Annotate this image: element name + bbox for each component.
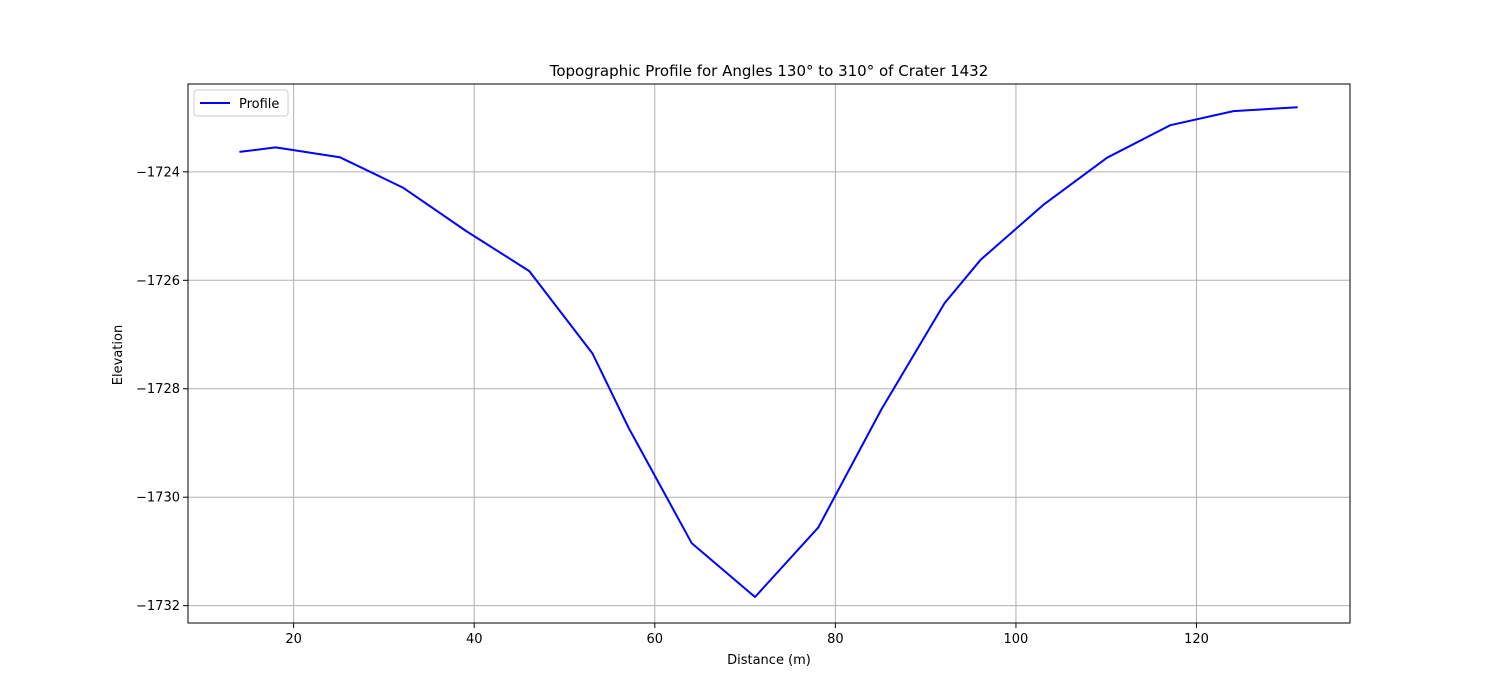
y-tick-label: −1724	[136, 165, 180, 180]
grid	[188, 84, 1350, 623]
series-line-profile	[239, 106, 1298, 598]
x-axis: 20 40 60 80 100 120	[285, 623, 1209, 647]
x-tick-label: 100	[1004, 632, 1029, 647]
y-tick-label: −1726	[136, 274, 180, 289]
plot-frame	[187, 83, 1351, 624]
x-axis-label: Distance (m)	[727, 653, 811, 668]
x-tick-label: 40	[466, 632, 483, 647]
x-tick-label: 80	[827, 632, 844, 647]
legend-label-profile: Profile	[239, 97, 279, 112]
plot-area	[188, 84, 1350, 623]
y-tick-label: −1728	[136, 382, 180, 397]
x-tick-label: 60	[647, 632, 664, 647]
series-layer	[239, 106, 1298, 598]
y-tick-label: −1732	[136, 599, 180, 614]
legend-frame	[193, 89, 289, 117]
chart-title: Topographic Profile for Angles 130° to 3…	[549, 62, 989, 80]
y-tick-label: −1730	[136, 491, 180, 506]
x-tick-label: 20	[285, 632, 302, 647]
y-axis: −1732 −1730 −1728 −1726 −1724	[136, 165, 188, 614]
legend: Profile	[193, 89, 289, 117]
y-axis-label: Elevation	[111, 325, 126, 385]
x-tick-label: 120	[1184, 632, 1209, 647]
